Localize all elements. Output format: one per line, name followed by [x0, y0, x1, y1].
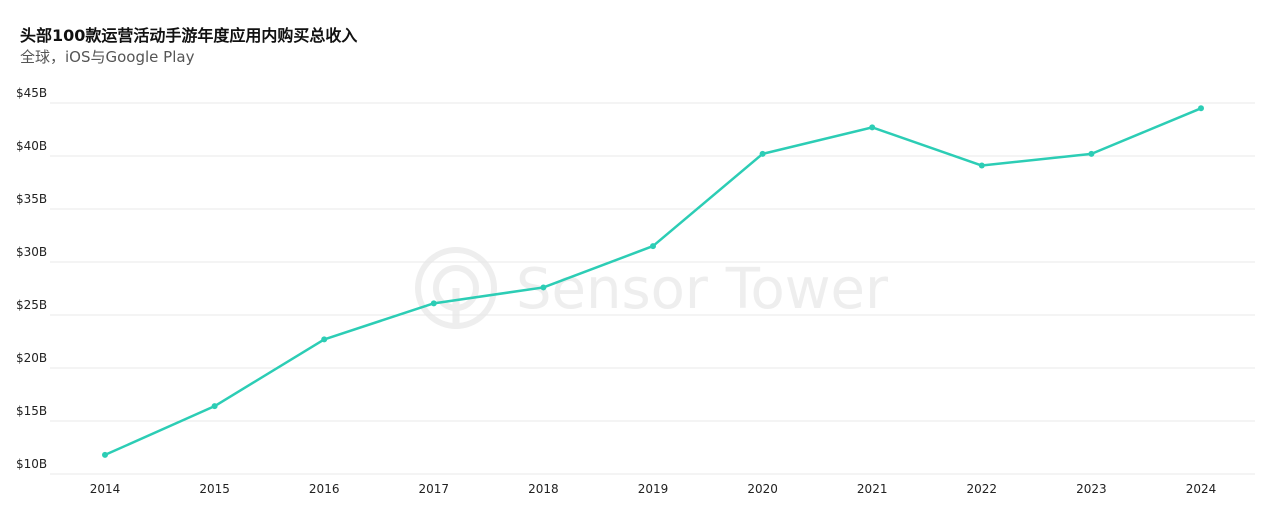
x-tick-label: 2021	[857, 482, 888, 496]
y-tick-label: $10B	[16, 457, 47, 471]
y-tick-label: $20B	[16, 351, 47, 365]
x-tick-label: 2018	[528, 482, 559, 496]
x-tick-label: 2016	[309, 482, 340, 496]
x-tick-label: 2014	[90, 482, 121, 496]
y-tick-label: $30B	[16, 245, 47, 259]
data-point-2015[interactable]	[211, 403, 218, 410]
sensor-tower-watermark: Sensor Tower	[415, 247, 889, 329]
x-tick-label: 2015	[199, 482, 230, 496]
data-point-2021[interactable]	[869, 124, 876, 131]
data-point-2019[interactable]	[650, 243, 656, 250]
data-point-2024[interactable]	[1198, 105, 1204, 112]
y-tick-label: $15B	[16, 404, 47, 418]
y-tick-label: $40B	[16, 139, 47, 153]
watermark-brand-text: Sensor Tower	[516, 257, 889, 322]
series-layer	[102, 105, 1204, 458]
x-axis-ticks: 2014 2015 2016 2017 2018 2019 2020 2021 2022 2023…	[90, 482, 1217, 496]
sensor-tower-logo-icon	[415, 247, 497, 329]
x-tick-label: 2019	[638, 482, 669, 496]
data-point-2018[interactable]	[540, 284, 547, 291]
data-point-2017[interactable]	[430, 300, 437, 307]
x-tick-label: 2017	[419, 482, 450, 496]
chart-subtitle: 全球，iOS与Google Play	[20, 48, 195, 66]
chart-title: 头部100款运营活动手游年度应用内购买总收入	[20, 26, 358, 45]
x-tick-label: 2020	[747, 482, 778, 496]
y-axis-ticks: $10B $15B $20B $25B $30B $35B $40B $45B	[16, 86, 47, 471]
x-tick-label: 2022	[967, 482, 998, 496]
data-point-2020[interactable]	[759, 150, 766, 157]
y-tick-label: $35B	[16, 192, 47, 206]
y-tick-label: $45B	[16, 86, 47, 100]
data-point-2016[interactable]	[321, 336, 328, 343]
y-tick-label: $25B	[16, 298, 47, 312]
x-tick-label: 2023	[1076, 482, 1107, 496]
data-point-2014[interactable]	[102, 451, 108, 458]
x-tick-label: 2024	[1186, 482, 1217, 496]
data-point-2022[interactable]	[978, 162, 985, 169]
data-point-2023[interactable]	[1088, 150, 1095, 157]
grid-lines	[50, 102, 1255, 475]
